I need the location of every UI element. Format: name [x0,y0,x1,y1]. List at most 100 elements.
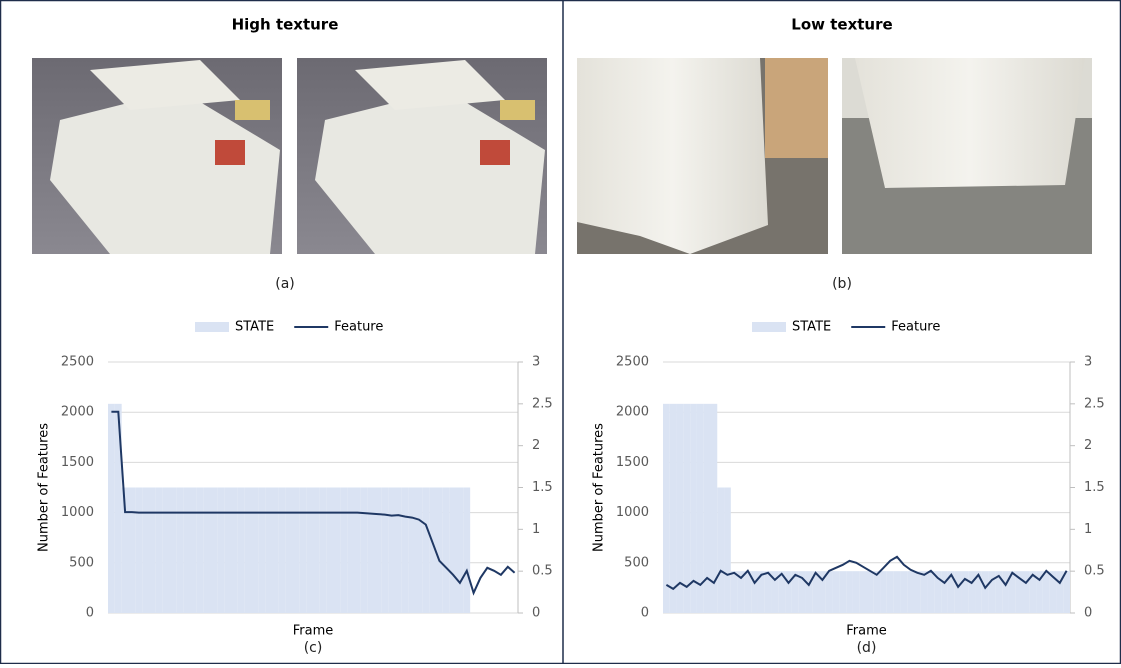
state-bar [982,571,989,613]
state-bar [293,488,300,614]
state-bar [347,488,354,614]
state-bar [907,571,914,613]
y-tick-label: 2000 [616,405,649,420]
legend-label: STATE [235,320,274,335]
y2-tick-label: 1.5 [532,480,553,495]
state-bar [677,404,684,613]
state-bar [436,488,443,614]
photo [577,58,828,254]
panel-title: High texture [232,16,339,34]
state-bar [272,488,279,614]
state-bar [245,488,252,614]
legend-swatch [195,322,229,332]
state-bar [334,488,341,614]
state-bar [1043,571,1050,613]
state-bar [663,404,670,613]
state-bar [142,488,149,614]
y2-tick-label: 2 [532,438,540,453]
state-bar [805,571,812,613]
state-bar [724,488,731,614]
state-bar [731,571,738,613]
state-bar [211,488,218,614]
state-bar [670,404,677,613]
y-tick-label: 2500 [616,355,649,370]
state-bar [833,571,840,613]
state-bar [252,488,259,614]
y-tick-label: 500 [69,555,94,570]
legend-label: Feature [891,320,940,335]
state-bar [129,488,136,614]
panel-title: Low texture [791,16,892,34]
y2-tick-label: 2.5 [532,396,553,411]
state-bar [873,571,880,613]
state-bar [306,488,313,614]
chart-caption: (c) [304,640,323,656]
state-bar [327,488,334,614]
state-bar [176,488,183,614]
y2-tick-label: 0 [1084,606,1092,621]
y2-tick-label: 3 [1084,355,1092,370]
state-bar [313,488,320,614]
y2-tick-label: 1 [1084,522,1092,537]
state-bar [354,488,361,614]
state-bar [135,488,142,614]
x-axis-label: Frame [846,624,887,639]
photo [32,58,282,254]
state-bar [156,488,163,614]
state-bar [1023,571,1030,613]
chart-caption: (d) [857,640,877,656]
y-tick-label: 1000 [616,505,649,520]
state-bar [231,488,238,614]
state-bar [1002,571,1009,613]
y2-tick-label: 2 [1084,438,1092,453]
state-bar [163,488,170,614]
state-bar [368,488,375,614]
state-bar [887,571,894,613]
x-axis-label: Frame [293,624,334,639]
y-tick-label: 1000 [61,505,94,520]
state-bar [839,571,846,613]
state-bar [340,488,347,614]
y-tick-label: 500 [624,555,649,570]
state-bar [422,488,429,614]
state-bar [299,488,306,614]
figure: High texture Low texture (a) (b) 0500100… [0,0,1121,664]
y2-tick-label: 2.5 [1084,396,1105,411]
state-bar [457,488,464,614]
state-bar [961,571,968,613]
state-bar [204,488,211,614]
state-bar [717,488,724,614]
state-bar [149,488,156,614]
state-bar [941,571,948,613]
state-bar [265,488,272,614]
state-bar [375,488,382,614]
state-bar [744,571,751,613]
state-bar [683,404,690,613]
state-bar [108,404,115,613]
state-bar [921,571,928,613]
state-bar [170,488,177,614]
state-bar [860,571,867,613]
state-bar [409,488,416,614]
y2-tick-label: 0.5 [1084,564,1105,579]
state-bar [914,571,921,613]
state-bar [402,488,409,614]
state-bar [361,488,368,614]
state-bar [765,571,772,613]
panel-caption: (b) [832,276,852,292]
y-tick-label: 0 [641,606,649,621]
state-bar [258,488,265,614]
y-tick-label: 0 [86,606,94,621]
state-bar [320,488,327,614]
state-bar [955,571,962,613]
y-tick-label: 2000 [61,405,94,420]
state-bar [450,488,457,614]
state-bar [217,488,224,614]
state-bar [238,488,245,614]
y2-tick-label: 0.5 [532,564,553,579]
state-bar [286,488,293,614]
legend-swatch [752,322,786,332]
y-tick-label: 1500 [61,455,94,470]
state-bar [443,488,450,614]
state-bar [826,571,833,613]
